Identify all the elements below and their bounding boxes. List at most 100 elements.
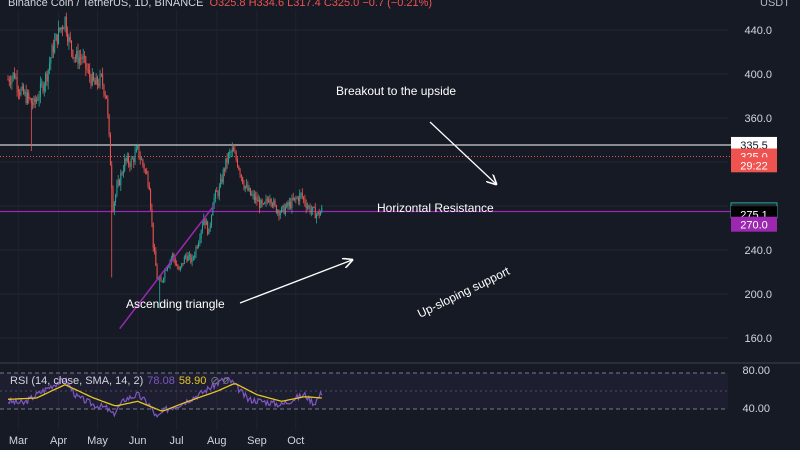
time-axis: Mar Apr May Jun Jul Aug Sep Oct (9, 435, 304, 447)
candle-body (303, 197, 305, 199)
symbol-title: Binance Coin / TetherUS, 1D, BINANCE O325… (8, 0, 432, 9)
candle-body (190, 254, 192, 263)
candle-body (227, 153, 229, 163)
price-label-text: 270.0 (740, 220, 768, 232)
candle-body (277, 210, 279, 213)
candle-body (269, 199, 271, 203)
candle-body (54, 40, 56, 53)
candle-body (306, 207, 308, 209)
candle-body (255, 196, 257, 200)
candle-body (319, 211, 321, 216)
candle-body (286, 202, 288, 208)
candle-body (106, 95, 108, 99)
candle-body (313, 206, 315, 208)
candle-body (90, 77, 92, 86)
candle-body (233, 147, 235, 152)
price-label-box (731, 157, 777, 173)
rsi-header: RSI (14, close, SMA, 14, 2) 78.08 58.90 ⊘ ø (10, 375, 230, 387)
candle-body (46, 73, 48, 82)
candle-body (83, 56, 85, 58)
candle-body (58, 27, 60, 44)
candle-body (268, 200, 270, 203)
candle-body (102, 74, 104, 85)
candle-body (120, 173, 122, 186)
candle-body (134, 152, 136, 163)
rsi-sma-value: 58.90 (179, 375, 207, 387)
rsi-axis: 40.00 80.00 (742, 365, 770, 415)
rsi-tick-label: 40.00 (742, 403, 770, 415)
candle-body (296, 197, 298, 199)
symbol-name: Binance Coin / TetherUS, 1D, BINANCE (8, 0, 203, 9)
candle-body (244, 186, 246, 189)
resistance-annotation: Horizontal Resistance (377, 201, 494, 215)
candle-body (126, 156, 128, 161)
candle-body (238, 166, 240, 170)
candle-body (10, 82, 12, 84)
candle-body (100, 74, 102, 76)
candle-body (150, 189, 152, 209)
candle-body (45, 73, 47, 85)
candle-body (33, 98, 35, 105)
candle-body (164, 270, 166, 279)
rsi-tick-label: 80.00 (742, 365, 770, 377)
candle-body (212, 204, 214, 216)
candle-body (288, 202, 290, 206)
candle-body (260, 199, 262, 208)
candle-body (26, 92, 28, 104)
candle-body (239, 169, 241, 175)
candle-body (107, 98, 109, 115)
candle-body (278, 210, 280, 216)
candle-body (133, 158, 135, 163)
candle-body (24, 91, 26, 94)
candle-body (201, 225, 203, 231)
candle-body (12, 72, 14, 78)
candle-body (28, 92, 30, 99)
candle-body (108, 114, 110, 135)
candle-body (204, 218, 206, 225)
candle-body (216, 191, 218, 193)
candle-body (87, 69, 89, 71)
candle-body (265, 199, 267, 203)
candle-body (94, 80, 96, 85)
candle-body (16, 77, 18, 90)
candle-body (177, 265, 179, 269)
candle-body (124, 158, 126, 171)
candle-body (292, 198, 294, 200)
candle-body (314, 207, 316, 219)
candle-body (144, 169, 146, 171)
candle-body (139, 157, 141, 160)
candle-body (125, 158, 127, 161)
candle-body (65, 16, 67, 34)
candle-body (116, 185, 118, 196)
candle-body (246, 184, 248, 187)
candle-body (198, 242, 200, 248)
candle-body (230, 152, 232, 153)
candle-body (64, 16, 66, 29)
candle-body (131, 158, 133, 160)
rsi-value: 78.08 (147, 375, 175, 387)
currency-label: USDT (760, 0, 790, 9)
candle-body (214, 191, 216, 198)
candle-body (39, 83, 41, 97)
candle-body (78, 57, 80, 64)
time-tick-label: Jun (129, 435, 147, 447)
price-tick-label: 360.0 (744, 113, 772, 125)
candle-body (128, 156, 130, 165)
candle-body (229, 152, 231, 154)
candle-body (252, 193, 254, 195)
candle-body (247, 184, 249, 191)
price-label-box (731, 216, 777, 232)
candle-body (61, 27, 63, 30)
candle-body (73, 57, 75, 59)
candle-body (93, 73, 95, 81)
candle-body (56, 34, 58, 44)
time-tick-label: Apr (50, 435, 67, 447)
candle-body (48, 63, 50, 70)
candle-body (187, 255, 189, 261)
rsi-header-icons: ⊘ ø (210, 375, 229, 387)
candle-body (282, 205, 284, 208)
candle-body (99, 74, 101, 86)
candle-body (257, 199, 259, 202)
candle-body (30, 98, 32, 103)
